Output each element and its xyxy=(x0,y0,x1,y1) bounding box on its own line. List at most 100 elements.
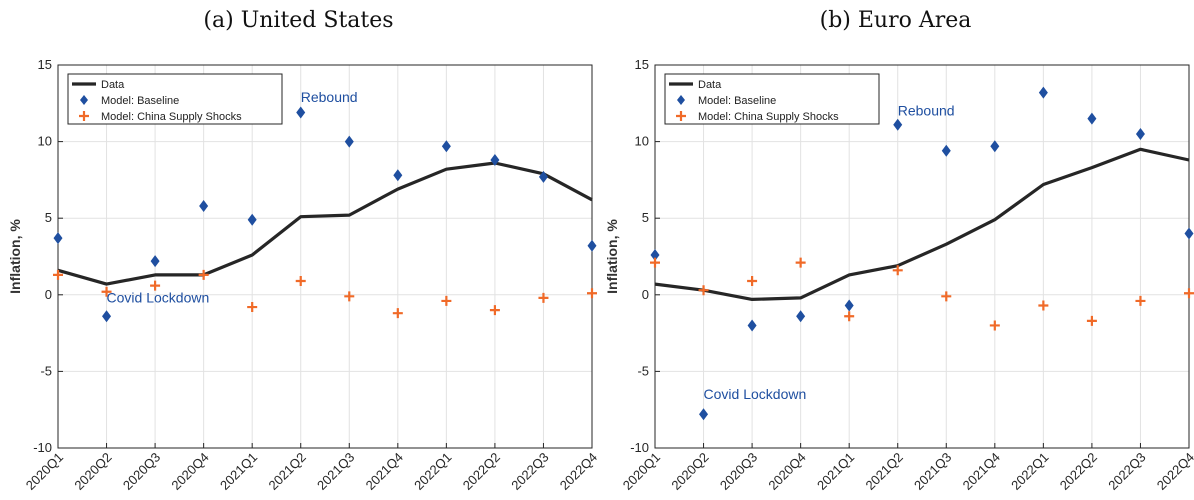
x-tick-label: 2022Q2 xyxy=(460,450,503,493)
x-tick-label: 2021Q4 xyxy=(363,450,406,493)
china-shock-point xyxy=(101,286,112,297)
legend-label: Model: China Supply Shocks xyxy=(698,111,839,123)
x-tick-label: 2020Q4 xyxy=(765,450,808,493)
legend-label: Model: China Supply Shocks xyxy=(101,111,242,123)
x-tick-label: 2020Q2 xyxy=(71,450,114,493)
legend-label: Data xyxy=(101,79,125,91)
baseline-point xyxy=(199,199,209,212)
baseline-point xyxy=(844,299,854,312)
china-shock-point xyxy=(392,308,403,319)
annotation-label: Rebound xyxy=(898,103,955,119)
legend-label: Data xyxy=(698,79,722,91)
panel-us: (a) United States -10 -5 0 5 10 15 2020Q1 2020Q… xyxy=(7,8,597,493)
china-shock-point xyxy=(892,265,903,276)
x-tick-label: 2022Q4 xyxy=(1154,450,1194,493)
china-shock-point xyxy=(53,269,63,280)
y-tick-label: 0 xyxy=(45,287,52,302)
china-shock-point xyxy=(1135,295,1146,306)
x-tick-label: 2022Q1 xyxy=(1008,450,1051,493)
baseline-point xyxy=(796,310,806,323)
x-tick-label: 2022Q1 xyxy=(411,450,454,493)
baseline-point xyxy=(1038,86,1048,99)
baseline-point xyxy=(990,140,1000,153)
x-tick-label: 2021Q3 xyxy=(314,450,357,493)
china-shock-point xyxy=(650,257,660,268)
x-tick-label: 2020Q3 xyxy=(717,450,760,493)
china-shock-point xyxy=(441,295,452,306)
annotation-label: Covid Lockdown xyxy=(704,386,807,402)
china-shock-point xyxy=(747,276,758,287)
baseline-point xyxy=(1087,112,1097,125)
x-tick-label: 2022Q3 xyxy=(1105,450,1148,493)
china-shock-point xyxy=(1184,288,1194,299)
legend-box xyxy=(67,73,283,125)
legend-swatch-diamond xyxy=(80,95,88,105)
china-shock-point xyxy=(1038,300,1049,311)
baseline-point xyxy=(538,170,548,183)
baseline-point xyxy=(53,232,63,245)
y-tick-label: 10 xyxy=(635,134,649,149)
baseline-point xyxy=(296,106,306,119)
x-tick-label: 2021Q2 xyxy=(863,450,906,493)
baseline-point xyxy=(344,135,354,148)
baseline-point xyxy=(699,408,709,421)
x-tick-label: 2020Q4 xyxy=(168,450,211,493)
x-tick-label: 2021Q4 xyxy=(960,450,1003,493)
legend-swatch-plus xyxy=(79,111,89,121)
baseline-point xyxy=(102,310,112,323)
y-tick-label: -10 xyxy=(33,440,52,455)
china-shock-point xyxy=(489,305,500,316)
x-tick-label: 2021Q1 xyxy=(217,450,260,493)
x-tick-label: 2022Q2 xyxy=(1057,450,1100,493)
baseline-point xyxy=(490,153,500,166)
baseline-point xyxy=(1135,127,1145,140)
series-line-data xyxy=(57,161,593,286)
x-tick-label: 2021Q3 xyxy=(911,450,954,493)
baseline-point xyxy=(247,213,257,226)
x-tick-label: 2020Q1 xyxy=(23,450,66,493)
baseline-point xyxy=(393,169,403,182)
china-shock-point xyxy=(1086,315,1097,326)
y-tick-label: -10 xyxy=(630,440,649,455)
x-tick-label: 2021Q1 xyxy=(814,450,857,493)
x-tick-label: 2022Q4 xyxy=(557,450,597,493)
china-shock-point xyxy=(150,280,161,291)
y-tick-label: 10 xyxy=(38,134,52,149)
baseline-point xyxy=(587,239,597,252)
legend-label: Model: Baseline xyxy=(101,95,179,107)
baseline-point xyxy=(893,118,903,131)
legend-label: Model: Baseline xyxy=(698,95,776,107)
china-shock-point xyxy=(247,302,258,313)
x-tick-label: 2021Q2 xyxy=(266,450,309,493)
legend-swatch-plus xyxy=(676,111,686,121)
x-tick-label: 2020Q2 xyxy=(668,450,711,493)
y-tick-label: 15 xyxy=(635,57,649,72)
y-tick-label: 0 xyxy=(642,287,649,302)
china-shock-point xyxy=(698,285,709,296)
series-line-data xyxy=(654,147,1190,301)
x-tick-label: 2020Q1 xyxy=(620,450,663,493)
legend-box xyxy=(664,73,880,125)
baseline-point xyxy=(941,144,951,157)
china-shock-point xyxy=(844,311,855,322)
panel-euro: (b) Euro Area -10 -5 0 5 10 15 2020Q1 2020Q2 202… xyxy=(597,0,1194,500)
annotation-label: Rebound xyxy=(301,89,358,105)
x-tick-label: 2020Q3 xyxy=(120,450,163,493)
y-tick-label: -5 xyxy=(637,363,649,378)
chart-title: (b) Euro Area xyxy=(819,8,972,33)
y-axis-label: Inflation, % xyxy=(7,219,23,294)
annotation-label: Covid Lockdown xyxy=(107,289,210,305)
y-tick-label: 5 xyxy=(642,210,649,225)
x-tick-label: 2022Q3 xyxy=(508,450,551,493)
china-shock-point xyxy=(795,257,806,268)
china-shock-point xyxy=(538,292,549,303)
y-tick-label: -5 xyxy=(40,363,52,378)
baseline-point xyxy=(150,255,160,268)
plot-area xyxy=(57,64,593,449)
china-shock-point xyxy=(344,291,355,302)
baseline-point xyxy=(441,140,451,153)
china-shock-point xyxy=(587,288,597,299)
china-shock-point xyxy=(941,291,952,302)
